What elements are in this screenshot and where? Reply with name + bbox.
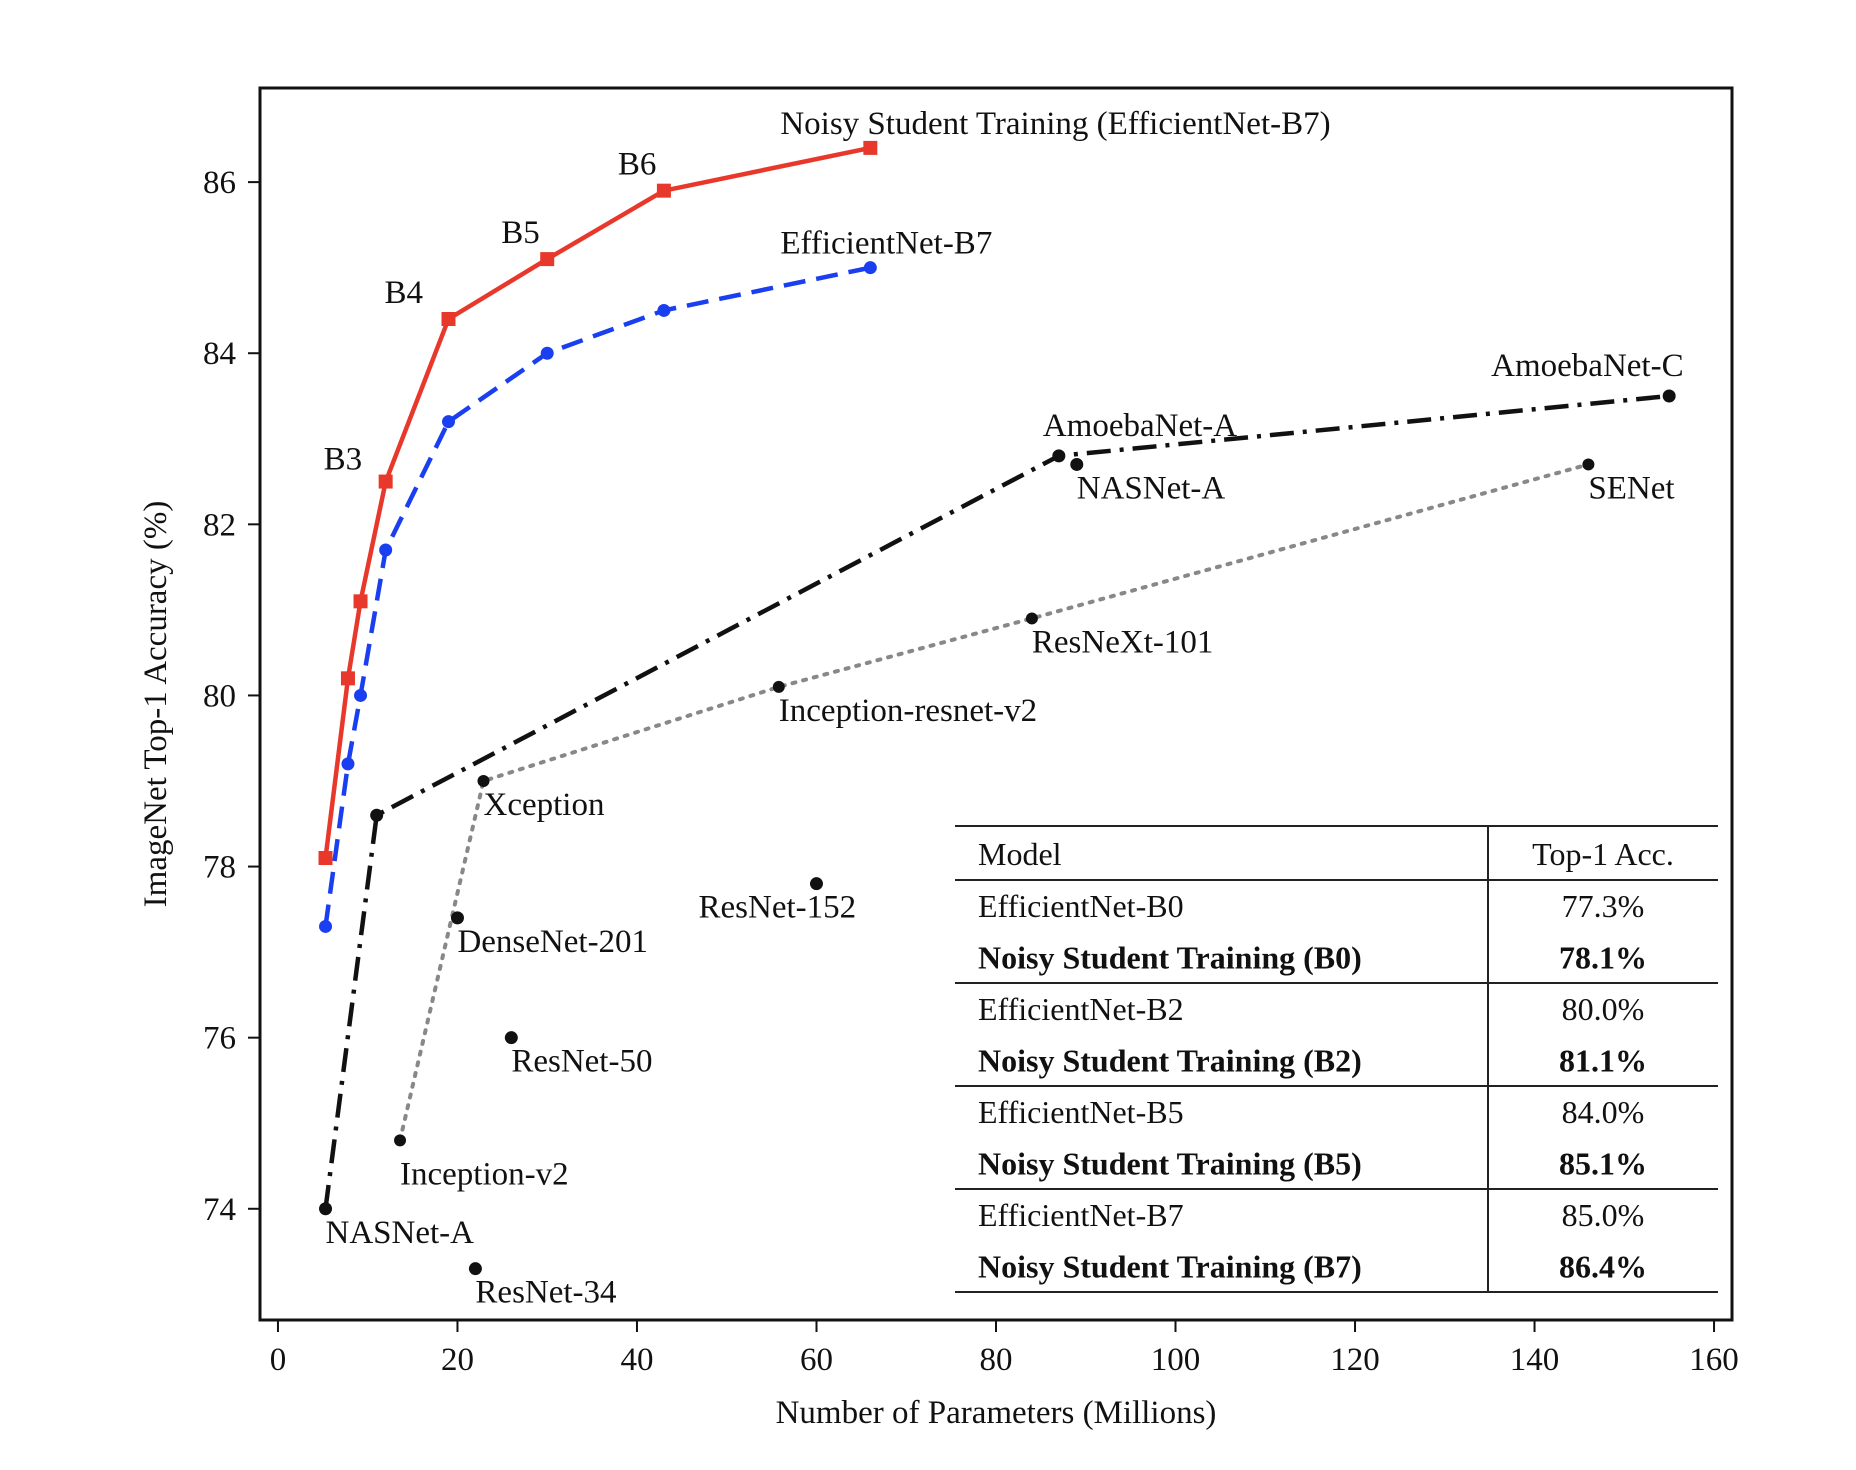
series-3-point <box>477 775 490 787</box>
table-cell-model: EfficientNet-B2 <box>978 991 1184 1027</box>
table-cell-acc: 80.0% <box>1562 991 1645 1027</box>
series-1-point <box>341 757 355 771</box>
y-tick-label: 86 <box>203 165 236 201</box>
lines-layer <box>323 145 1670 1210</box>
series-3-point <box>1582 458 1595 471</box>
series-0-point <box>340 671 355 686</box>
table-cell-model: Noisy Student Training (B5) <box>978 1146 1362 1182</box>
x-tick-label: 80 <box>980 1342 1013 1378</box>
x-axis-label: Number of Parameters (Millions) <box>776 1395 1217 1431</box>
point-label: SENet <box>1588 470 1674 506</box>
table-header-model: Model <box>978 836 1062 872</box>
table-header-acc: Top-1 Acc. <box>1532 836 1674 872</box>
x-tick-label: 100 <box>1151 1342 1201 1378</box>
series-line-3 <box>398 462 1591 1143</box>
table-cell-model: EfficientNet-B5 <box>978 1094 1184 1130</box>
series-0-point <box>353 594 368 609</box>
series-1-point <box>863 261 877 275</box>
series-1-point <box>379 543 393 557</box>
y-tick-label: 76 <box>203 1021 236 1057</box>
scatter-point <box>809 877 823 891</box>
series-line-0 <box>323 145 871 859</box>
x-tick-label: 140 <box>1510 1342 1560 1378</box>
table-cell-acc: 78.1% <box>1559 940 1647 976</box>
series-1-point <box>354 688 368 702</box>
series-0-point <box>863 140 878 155</box>
point-label: NASNet-A <box>326 1215 475 1251</box>
scatter-point <box>1070 457 1084 471</box>
table-cell-model: EfficientNet-B7 <box>978 1197 1184 1233</box>
series-3-point <box>772 680 785 693</box>
y-tick-label: 78 <box>203 850 236 886</box>
x-tick-label: 120 <box>1330 1342 1380 1378</box>
series-1-point <box>319 919 333 933</box>
series-0-point <box>656 183 671 198</box>
point-label: ResNeXt-101 <box>1032 624 1213 660</box>
table-cell-acc: 81.1% <box>1559 1043 1647 1079</box>
point-label: B6 <box>618 147 657 183</box>
series-1-point <box>540 346 554 360</box>
series-0-point <box>378 474 393 489</box>
x-tick-label: 0 <box>270 1342 287 1378</box>
series-2-point <box>1052 449 1066 463</box>
markers-layer <box>318 140 1676 1276</box>
scatter-point <box>504 1031 518 1045</box>
point-label: Inception-v2 <box>400 1156 569 1192</box>
table-cell-model: Noisy Student Training (B2) <box>978 1043 1362 1079</box>
series-line-1 <box>323 265 871 927</box>
scatter-point <box>468 1262 482 1276</box>
point-label: Noisy Student Training (EfficientNet-B7) <box>780 106 1330 142</box>
series-1-point <box>657 303 671 317</box>
series-0-point <box>318 851 333 865</box>
table-cell-acc: 86.4% <box>1559 1249 1647 1285</box>
series-2-point <box>319 1202 333 1216</box>
series-1-point <box>441 415 455 429</box>
point-label: B5 <box>501 215 540 251</box>
table-cell-acc: 85.1% <box>1559 1146 1647 1182</box>
point-label: EfficientNet-B7 <box>780 226 992 262</box>
x-tick-label: 40 <box>620 1342 653 1378</box>
table-cell-model: Noisy Student Training (B0) <box>978 940 1362 976</box>
point-label: B4 <box>384 275 423 311</box>
series-2-point <box>1662 389 1676 403</box>
x-tick-label: 60 <box>800 1342 833 1378</box>
series-0-point <box>441 312 456 326</box>
scatter-point <box>450 911 464 925</box>
series-2-point <box>370 808 384 822</box>
point-label: AmoebaNet-A <box>1043 408 1237 444</box>
results-table: Model Top-1 Acc. EfficientNet-B0 77.3% Noisy… <box>955 825 1718 1293</box>
table-cell-acc: 85.0% <box>1562 1197 1645 1233</box>
plot-frame <box>258 86 1734 1322</box>
scatter-label: DenseNet-201 <box>457 924 648 960</box>
series-line-2 <box>323 393 1670 1210</box>
x-tick-label: 160 <box>1689 1342 1739 1378</box>
point-label: AmoebaNet-C <box>1491 348 1683 384</box>
series-0-point <box>540 252 555 267</box>
x-tick-label: 20 <box>441 1342 474 1378</box>
table-cell-model: EfficientNet-B0 <box>978 888 1184 924</box>
point-label: B3 <box>324 442 363 478</box>
y-tick-label: 74 <box>203 1192 236 1228</box>
point-label: Xception <box>483 787 604 823</box>
y-tick-label: 82 <box>203 507 236 543</box>
y-tick-label: 84 <box>203 336 236 372</box>
scatter-label: NASNet-A <box>1077 470 1226 506</box>
y-tick-label: 80 <box>203 678 236 714</box>
table-cell-acc: 77.3% <box>1562 888 1645 924</box>
ticks-layer: 0 20 40 60 80 100 120 140 160 74 76 78 80 82 84 86 <box>203 165 1739 1378</box>
table-cell-acc: 84.0% <box>1562 1094 1645 1130</box>
scatter-label: ResNet-152 <box>698 890 856 926</box>
labels-layer: B3 B4 B5 B6 Noisy Student Training (Efficien… <box>324 106 1684 1311</box>
series-3-point <box>394 1134 407 1147</box>
scatter-label: ResNet-34 <box>475 1275 616 1311</box>
y-axis-label: ImageNet Top-1 Accuracy (%) <box>138 501 174 908</box>
scatter-label: ResNet-50 <box>511 1044 652 1080</box>
point-label: Inception-resnet-v2 <box>779 693 1037 729</box>
table-cell-model: Noisy Student Training (B7) <box>978 1249 1362 1285</box>
series-3-point <box>1025 612 1038 625</box>
